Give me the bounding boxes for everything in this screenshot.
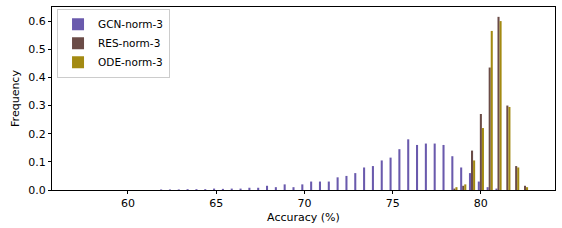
svg-text:75: 75	[386, 197, 400, 210]
svg-text:0.0: 0.0	[28, 184, 46, 197]
svg-text:GCN-norm-3: GCN-norm-3	[98, 18, 163, 30]
svg-text:ODE-norm-3: ODE-norm-3	[98, 56, 163, 68]
svg-text:80: 80	[474, 197, 488, 210]
svg-text:60: 60	[121, 197, 135, 210]
svg-text:RES-norm-3: RES-norm-3	[98, 37, 160, 49]
svg-text:0.2: 0.2	[28, 128, 46, 141]
svg-text:65: 65	[209, 197, 223, 210]
svg-text:0.1: 0.1	[28, 156, 46, 169]
svg-text:0.4: 0.4	[28, 71, 46, 84]
svg-text:Frequency: Frequency	[9, 70, 22, 127]
svg-text:0.6: 0.6	[28, 15, 46, 28]
svg-text:0.3: 0.3	[28, 99, 46, 112]
svg-text:70: 70	[297, 197, 311, 210]
svg-text:0.5: 0.5	[28, 43, 46, 56]
svg-text:Accuracy (%): Accuracy (%)	[267, 211, 340, 224]
